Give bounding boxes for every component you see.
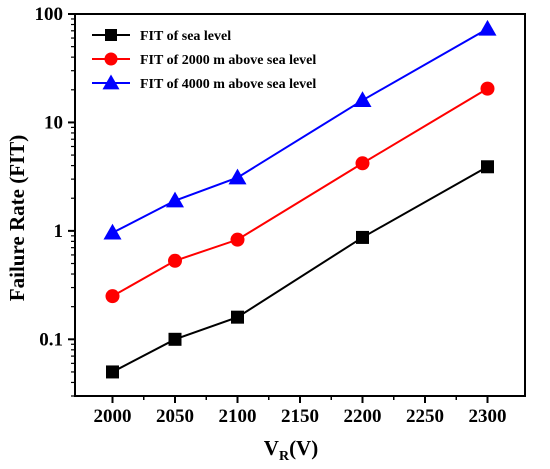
legend-marker xyxy=(104,52,118,66)
legend-label: FIT of sea level xyxy=(140,29,231,44)
axes: 2000 2050 2100 2150 2200 2250 2300 0.1 1 10 100 xyxy=(35,4,526,427)
data-point xyxy=(105,289,120,304)
x-tick-label: 2100 xyxy=(219,406,257,427)
x-axis-title: VR(V) xyxy=(264,436,318,464)
x-axis-title-suffix: (V) xyxy=(289,436,318,460)
data-point xyxy=(355,156,370,171)
y-tick-label: 0.1 xyxy=(39,329,63,350)
data-point xyxy=(481,160,494,174)
legend-item: FIT of sea level xyxy=(92,29,231,44)
y-tick-label: 1 xyxy=(54,221,64,242)
data-point xyxy=(106,365,119,379)
x-tick-label: 2050 xyxy=(156,406,194,427)
legend-marker xyxy=(102,74,120,90)
legend-label: FIT of 2000 m above sea level xyxy=(140,53,316,68)
data-point xyxy=(478,19,497,36)
legend: FIT of sea level FIT of 2000 m above sea … xyxy=(92,29,316,92)
data-point xyxy=(230,232,245,247)
x-axis-title-subscript: R xyxy=(279,449,290,464)
data-point xyxy=(480,81,495,96)
data-point xyxy=(166,191,184,208)
data-point xyxy=(168,332,182,346)
legend-marker xyxy=(105,29,117,41)
data-point xyxy=(103,223,122,240)
data-point xyxy=(353,91,372,108)
x-tick-label: 2250 xyxy=(406,406,444,427)
y-tick-label: 100 xyxy=(35,4,64,25)
legend-item: FIT of 2000 m above sea level xyxy=(92,52,316,68)
series xyxy=(105,81,495,304)
x-tick-label: 2200 xyxy=(344,406,382,427)
data-point xyxy=(168,253,182,268)
x-tick-label: 2150 xyxy=(281,406,319,427)
x-axis-title-main: V xyxy=(264,436,279,460)
x-tick-label: 2000 xyxy=(94,406,132,427)
data-point xyxy=(231,310,244,324)
y-tick-label: 10 xyxy=(44,112,63,133)
series-group xyxy=(103,19,497,379)
data-point xyxy=(356,230,369,244)
x-tick-label: 2300 xyxy=(469,406,507,427)
legend-label: FIT of 4000 m above sea level xyxy=(140,77,316,92)
series xyxy=(106,160,494,379)
plot-frame xyxy=(74,13,526,397)
series-line xyxy=(112,87,489,298)
legend-item: FIT of 4000 m above sea level xyxy=(92,74,316,92)
series xyxy=(103,19,497,240)
data-point xyxy=(228,168,247,185)
y-axis-title: Failure Rate (FIT) xyxy=(5,135,29,301)
